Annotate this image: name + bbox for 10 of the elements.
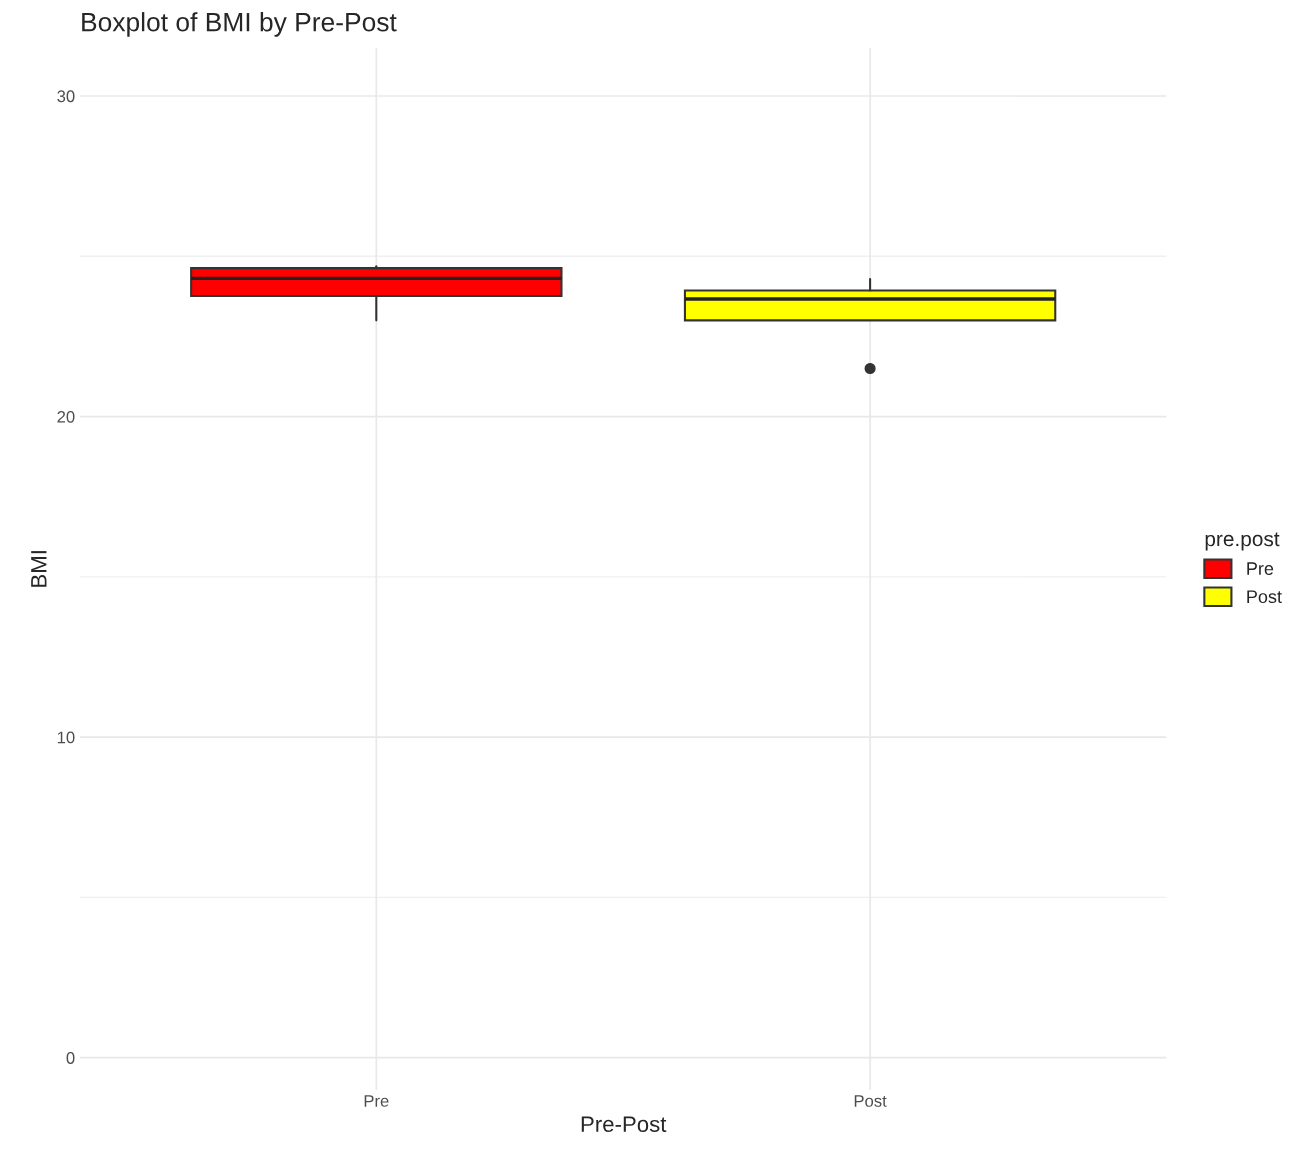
chart-title: Boxplot of BMI by Pre-Post <box>82 12 397 37</box>
legend-title: pre.post <box>1205 532 1280 551</box>
y-tick-label: 30 <box>57 90 75 103</box>
y-tick-label: 0 <box>66 1052 75 1064</box>
y-tick-label: 10 <box>57 731 75 744</box>
y-tick-label: 20 <box>57 410 75 423</box>
legend-label: Pre <box>1247 562 1274 575</box>
legend-label: Post <box>1247 590 1282 604</box>
y-axis-title: BMI <box>31 551 47 587</box>
x-axis-title: Pre-Post <box>581 1116 667 1133</box>
